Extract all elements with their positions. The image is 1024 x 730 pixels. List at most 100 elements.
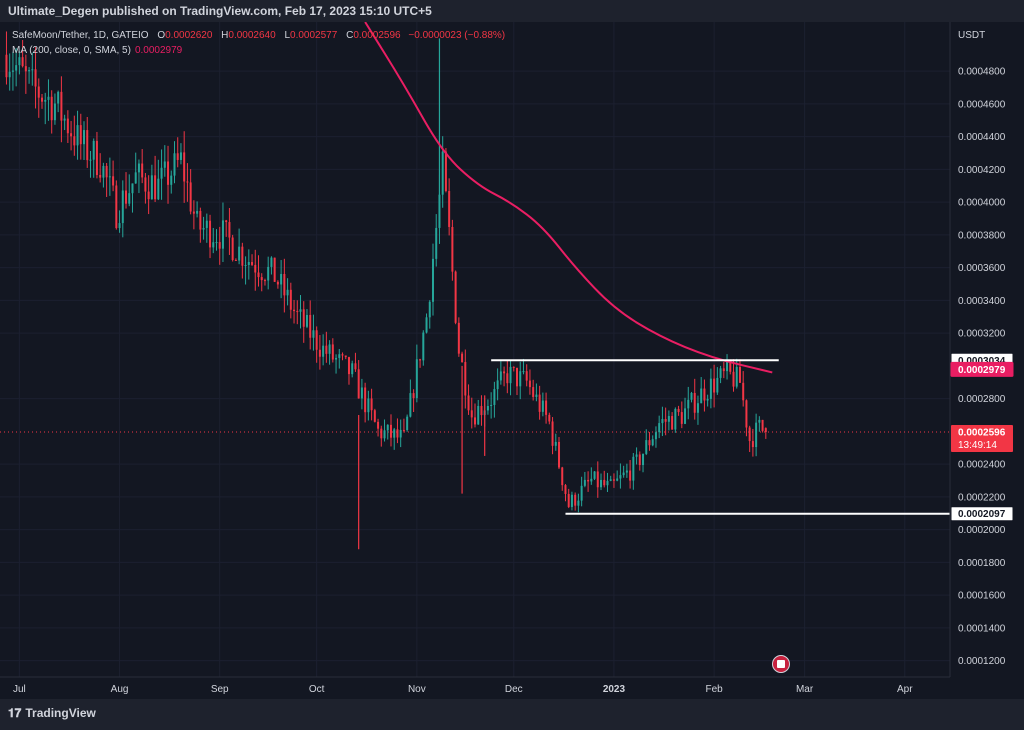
candle-body: [667, 416, 670, 422]
candle-body: [354, 363, 357, 370]
candle-body: [170, 175, 173, 185]
candle-body: [53, 103, 56, 121]
candle-body: [228, 222, 231, 238]
x-tick-label: Sep: [211, 684, 229, 695]
y-tick-label: 0.0001200: [958, 656, 1006, 667]
level-tag: 0.0002097: [958, 509, 1006, 520]
candle-body: [328, 344, 331, 354]
candle-body: [289, 289, 292, 310]
brand-label: TradingView: [25, 706, 96, 720]
candle-body: [57, 91, 60, 104]
close-key: C: [346, 30, 354, 41]
candle-body: [338, 354, 341, 358]
price-tags: 0.0003034 0.0002097 0.0002979 0.000259613:4…: [950, 352, 1014, 522]
x-tick-label: Oct: [309, 684, 325, 695]
candle-body: [512, 366, 515, 368]
candle-body: [351, 363, 354, 375]
candle-body: [516, 367, 519, 387]
low-key: L: [284, 30, 291, 41]
candle-body: [680, 412, 683, 424]
candle-body: [360, 387, 363, 399]
candle-body: [486, 406, 489, 411]
candle-body: [616, 478, 619, 481]
ma-tag-bg: [950, 361, 1014, 377]
candle-body: [70, 133, 73, 137]
candle-body: [651, 439, 654, 446]
candle-body: [270, 257, 273, 267]
candle-body: [134, 172, 137, 184]
candle-body: [457, 322, 460, 354]
candle-body: [186, 181, 189, 183]
candle-body: [263, 280, 266, 282]
price-axis-ticks[interactable]: 0.0004800 0.0004600 0.0004400 0.0004200 0.00…: [958, 67, 1006, 668]
candle-body: [102, 165, 105, 178]
candle-body: [541, 400, 544, 412]
candle-body: [664, 419, 667, 422]
candle-body: [535, 394, 538, 397]
candle-body: [625, 470, 628, 473]
y-tick-label: 0.0004800: [958, 67, 1006, 78]
candle-body: [280, 273, 283, 285]
candle-body: [50, 96, 53, 121]
candle-body: [580, 485, 583, 501]
candle-body: [377, 421, 380, 429]
candle-body: [305, 314, 308, 327]
candle-body: [92, 140, 95, 160]
candle-body: [525, 371, 528, 381]
x-tick-label: Jul: [13, 684, 26, 695]
y-tick-label: 0.0002000: [958, 525, 1006, 536]
time-axis-ticks[interactable]: Jul Aug Sep Oct Nov Dec 2023 Feb Mar Apr: [13, 684, 913, 695]
candle-body: [383, 430, 386, 439]
candle-body: [428, 301, 431, 318]
candle-body: [144, 177, 147, 192]
candle-body: [671, 416, 674, 430]
candle-body: [528, 380, 531, 388]
candle-body: [622, 472, 625, 476]
candle-body: [341, 354, 344, 356]
symbol-legend[interactable]: SafeMoon/Tether, 1D, GATEIO O0.0002620 H…: [12, 30, 505, 41]
candle-body: [677, 408, 680, 413]
candle-body: [41, 97, 44, 102]
x-tick-label: Dec: [505, 684, 523, 695]
candle-body: [221, 220, 224, 249]
candle-body: [335, 357, 338, 360]
candle-body: [309, 314, 312, 338]
x-tick-label: Nov: [408, 684, 426, 695]
candle-body: [128, 193, 131, 204]
candle-body: [276, 281, 279, 285]
candle-body: [509, 366, 512, 384]
ma-value: 0.0002979: [134, 45, 183, 56]
candle-body: [522, 371, 525, 373]
y-tick-label: 0.0004200: [958, 165, 1006, 176]
candle-body: [47, 96, 50, 100]
candle-body: [764, 428, 767, 433]
candle-body: [241, 246, 244, 266]
candle-body: [199, 210, 202, 230]
y-tick-label: 0.0001600: [958, 591, 1006, 602]
candle-body: [367, 398, 370, 413]
ma-tag: 0.0002979: [958, 365, 1006, 376]
candle-body: [451, 226, 454, 272]
candle-body: [732, 371, 735, 387]
candle-body: [444, 151, 447, 192]
us-flag-icon[interactable]: [772, 655, 790, 673]
tradingview-logo[interactable]: 𝟏𝟕 TradingView: [8, 706, 96, 721]
candle-body: [642, 453, 645, 466]
candle-body: [477, 405, 480, 425]
candle-body: [95, 140, 98, 175]
candle-body: [89, 159, 92, 161]
candle-body: [596, 471, 599, 488]
candle-body: [44, 99, 47, 102]
time-axis-panel: [0, 677, 950, 699]
tradingview-logo-icon: 𝟏𝟕: [8, 706, 22, 720]
y-tick-label: 0.0003200: [958, 329, 1006, 340]
publish-header: Ultimate_Degen published on TradingView.…: [0, 0, 1024, 22]
candle-body: [370, 398, 373, 411]
candle-body: [406, 416, 409, 431]
ma-legend[interactable]: MA (200, close, 0, SMA, 5) 0.0002979: [12, 45, 182, 56]
candle-body: [761, 419, 764, 431]
candle-body: [454, 271, 457, 323]
candle-body: [34, 69, 37, 87]
candle-body: [8, 71, 11, 78]
